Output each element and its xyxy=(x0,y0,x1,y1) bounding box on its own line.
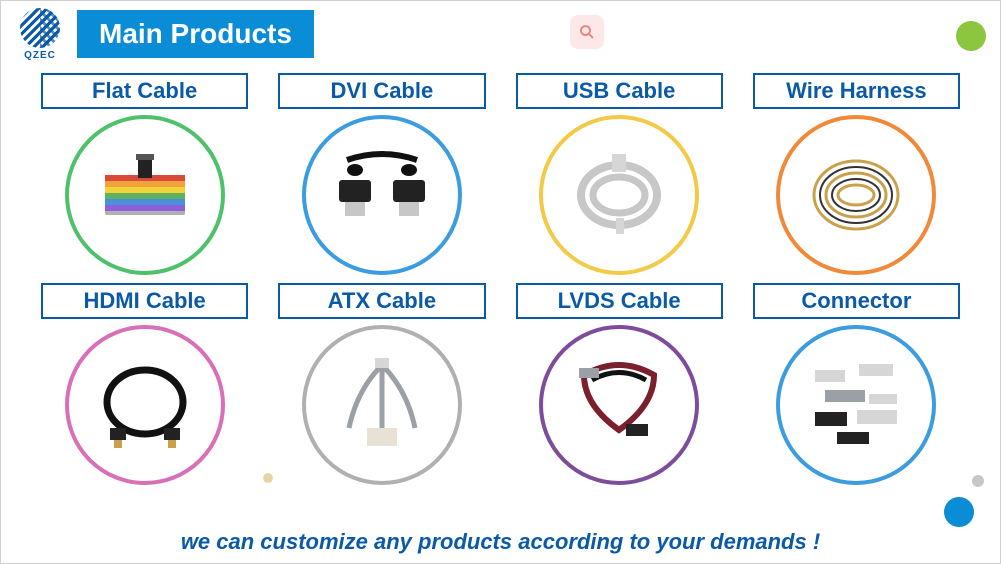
product-card-flat-cable: Flat Cable xyxy=(41,73,248,275)
search-icon xyxy=(570,15,604,49)
connector-icon xyxy=(801,350,911,460)
card-label: USB Cable xyxy=(516,73,723,109)
atx-cable-icon xyxy=(327,350,437,460)
logo-icon xyxy=(20,8,60,48)
card-image-ring xyxy=(302,115,462,275)
wire-harness-icon xyxy=(801,140,911,250)
hdmi-cable-icon xyxy=(90,350,200,460)
card-image-ring xyxy=(539,115,699,275)
card-label: LVDS Cable xyxy=(516,283,723,319)
page-title: Main Products xyxy=(77,10,314,58)
decor-dot-beige xyxy=(263,473,273,483)
product-grid: Flat Cable DVI Cable USB Cable Wire Harn… xyxy=(1,73,1000,485)
card-image-ring xyxy=(776,325,936,485)
product-card-connector: Connector xyxy=(753,283,960,485)
flat-cable-icon xyxy=(90,140,200,250)
product-card-dvi-cable: DVI Cable xyxy=(278,73,485,275)
logo-text: QZEC xyxy=(24,50,56,61)
footer-tagline: we can customize any products according … xyxy=(1,529,1000,555)
product-card-lvds-cable: LVDS Cable xyxy=(516,283,723,485)
product-card-hdmi-cable: HDMI Cable xyxy=(41,283,248,485)
product-card-usb-cable: USB Cable xyxy=(516,73,723,275)
brand-logo: QZEC xyxy=(13,7,67,61)
card-label: HDMI Cable xyxy=(41,283,248,319)
card-image-ring xyxy=(539,325,699,485)
card-image-ring xyxy=(65,115,225,275)
card-label: Wire Harness xyxy=(753,73,960,109)
card-image-ring xyxy=(776,115,936,275)
usb-cable-icon xyxy=(564,140,674,250)
card-image-ring xyxy=(302,325,462,485)
lvds-cable-icon xyxy=(564,350,674,460)
dvi-cable-icon xyxy=(327,140,437,250)
card-label: DVI Cable xyxy=(278,73,485,109)
card-label: ATX Cable xyxy=(278,283,485,319)
decor-dot-blue xyxy=(944,497,974,527)
decor-dot-green xyxy=(956,21,986,51)
card-image-ring xyxy=(65,325,225,485)
product-card-atx-cable: ATX Cable xyxy=(278,283,485,485)
card-label: Flat Cable xyxy=(41,73,248,109)
decor-dot-gray xyxy=(972,475,984,487)
card-label: Connector xyxy=(753,283,960,319)
header: QZEC Main Products xyxy=(1,1,1000,73)
product-card-wire-harness: Wire Harness xyxy=(753,73,960,275)
